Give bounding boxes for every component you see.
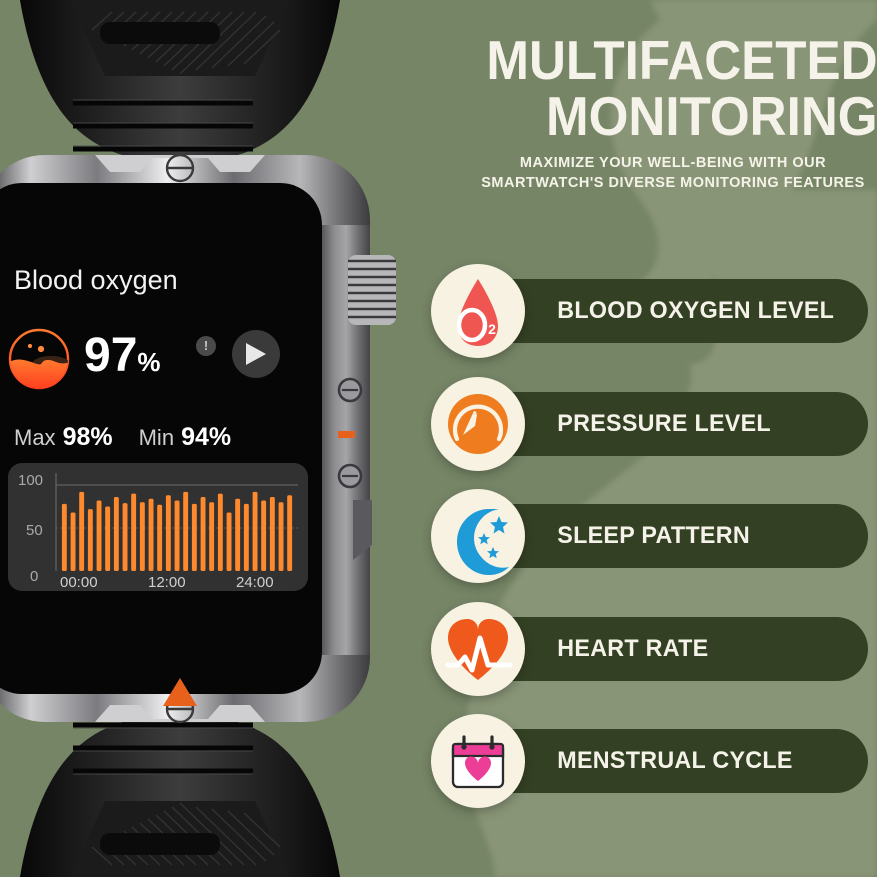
svg-text:50: 50 xyxy=(26,522,43,539)
svg-text:0: 0 xyxy=(30,568,38,585)
svg-text:2: 2 xyxy=(488,321,496,337)
svg-text:24:00: 24:00 xyxy=(236,574,274,591)
svg-text:100: 100 xyxy=(18,472,43,489)
svg-text:12:00: 12:00 xyxy=(148,574,186,591)
svg-text:00:00: 00:00 xyxy=(60,574,98,591)
